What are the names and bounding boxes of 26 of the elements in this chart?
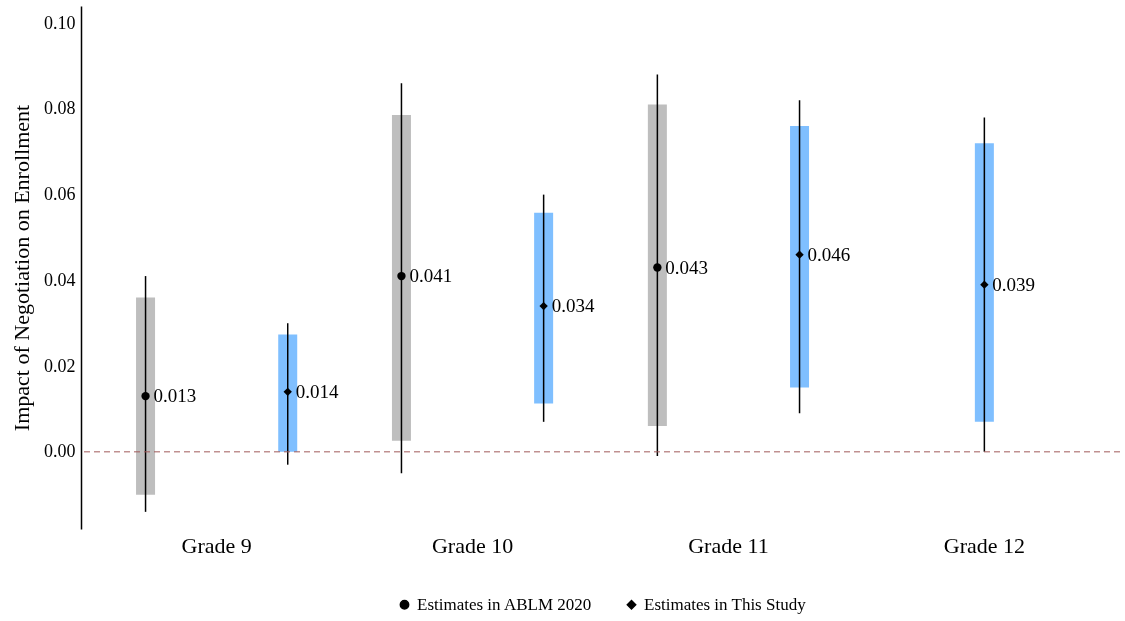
data-label: 0.013 — [153, 385, 197, 407]
y-axis-title: Impact of Negotiation on Enrollment — [9, 104, 34, 432]
y-tick-label: 0.04 — [44, 269, 76, 290]
x-tick-label: Grade 10 — [431, 532, 514, 558]
x-tick-label: Grade 11 — [688, 532, 769, 558]
x-tick-label: Grade 12 — [943, 532, 1025, 558]
data-label: 0.043 — [665, 256, 709, 278]
y-tick-label: 0.10 — [44, 12, 76, 33]
bar — [790, 126, 810, 388]
bar — [136, 297, 156, 495]
legend-label: Estimates in ABLM 2020 — [417, 594, 592, 614]
y-tick-label: 0.02 — [44, 355, 76, 376]
bar — [391, 114, 411, 441]
data-label: 0.014 — [295, 380, 339, 402]
x-tick-label: Grade 9 — [181, 532, 252, 558]
bar — [534, 212, 554, 404]
data-label: 0.034 — [551, 295, 595, 317]
data-label: 0.041 — [409, 265, 453, 287]
legend-label: Estimates in This Study — [644, 594, 807, 614]
bar — [278, 334, 298, 452]
y-tick-label: 0.08 — [44, 98, 76, 119]
data-label: 0.039 — [992, 273, 1036, 295]
y-tick-label: 0.00 — [44, 441, 76, 462]
bar — [647, 104, 667, 427]
y-tick-label: 0.06 — [44, 184, 76, 205]
data-label: 0.046 — [807, 243, 851, 265]
